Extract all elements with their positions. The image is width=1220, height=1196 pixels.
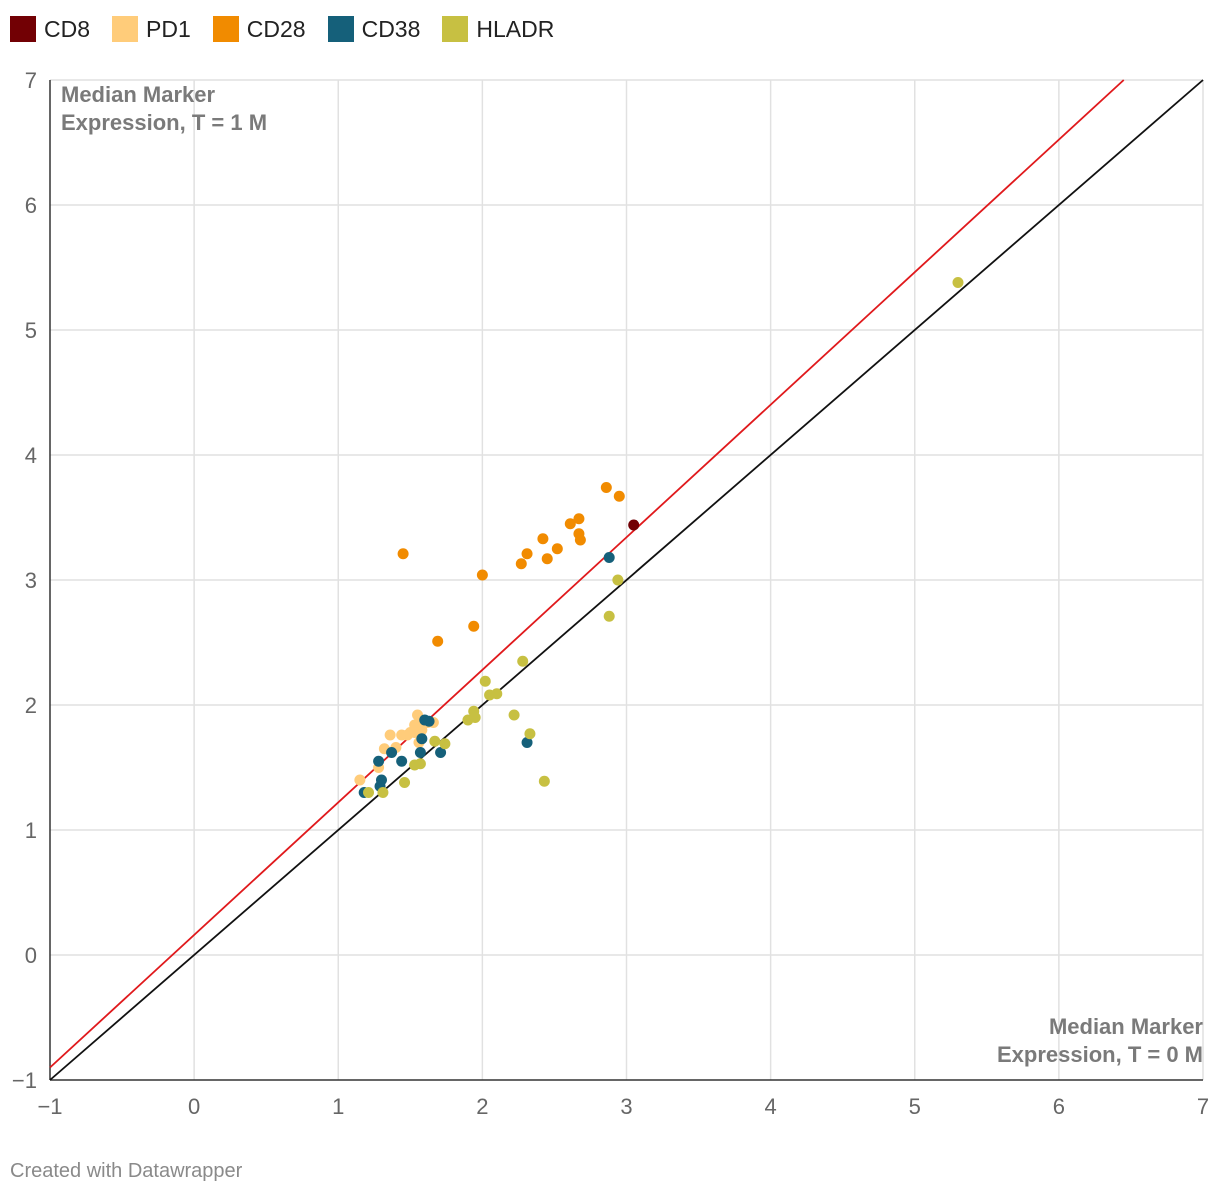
data-point-cd28[interactable] [541,553,553,565]
data-point-cd28[interactable] [574,534,586,546]
x-tick-label: 6 [1053,1094,1065,1119]
data-point-cd28[interactable] [476,569,488,581]
data-point-hladr[interactable] [479,675,491,687]
data-point-hladr[interactable] [377,787,389,798]
data-point-hladr[interactable] [399,777,411,788]
data-point-hladr[interactable] [469,712,481,723]
legend-swatch-cd28 [212,16,239,42]
data-point-cd38[interactable] [521,737,533,748]
data-point-cd28[interactable] [515,558,527,570]
data-point-hladr[interactable] [524,728,536,740]
x-tick-label: 5 [909,1094,921,1119]
annotation-top-left-line2: Expression, T = 1 M [61,110,267,135]
data-point-cd28[interactable] [397,548,409,560]
legend-swatch-hladr [442,16,469,42]
annotation-top-left-line1: Median Marker [61,82,215,107]
data-point-cd8[interactable] [628,519,640,531]
legend-label-pd1: PD1 [146,15,191,42]
x-tick-label: 2 [476,1094,488,1119]
data-point-cd38[interactable] [373,755,385,767]
legend-item-cd28[interactable]: CD28 [212,15,306,43]
legend-item-hladr[interactable]: HLADR [442,16,554,43]
data-point-cd38[interactable] [414,747,426,758]
reference-lines [49,79,1204,1081]
data-point-cd28[interactable] [564,518,576,530]
data-point-pd1[interactable] [416,724,428,736]
data-point-cd28[interactable] [600,482,612,493]
data-point-hladr[interactable] [952,277,964,288]
footer-credit: Created with Datawrapper [10,1160,243,1182]
data-point-hladr[interactable] [538,775,550,787]
data-point-hladr[interactable] [612,574,624,586]
legend-item-cd8[interactable]: CD8 [10,16,90,43]
data-point-hladr[interactable] [517,655,529,667]
scatter-plot: −1 0 1 2 3 4 5 6 7 −1 0 1 2 3 4 5 6 7 Median Marker Expre… [12,68,1209,1119]
data-point-cd28[interactable] [432,635,444,647]
x-tick-label: 7 [1197,1094,1209,1119]
data-point-cd28[interactable] [521,548,533,560]
x-tick-label: 4 [765,1094,777,1119]
x-tick-label: 3 [620,1094,632,1119]
y-tick-label: 3 [25,568,37,593]
data-point-hladr[interactable] [603,610,615,622]
legend-swatch-cd8 [10,16,36,42]
annotation-bottom-right-line2: Expression, T = 0 M [997,1042,1203,1067]
y-tick-label: 6 [25,193,37,218]
y-tick-label: 7 [25,68,37,93]
data-point-cd28[interactable] [613,490,625,502]
data-point-cd28[interactable] [537,533,549,545]
legend-label-cd38: CD38 [361,15,421,42]
y-tick-label: 4 [25,443,37,468]
data-point-pd1[interactable] [354,774,366,786]
legend-label-hladr: HLADR [476,15,555,42]
data-point-cd38[interactable] [396,755,408,767]
legend-swatch-cd38 [327,16,354,42]
data-point-cd28[interactable] [468,620,480,632]
y-tick-label: −1 [12,1068,37,1093]
annotation-bottom-right-line1: Median Marker [1049,1014,1203,1039]
legend-item-cd38[interactable]: CD38 [327,15,421,43]
tick-labels: −1 0 1 2 3 4 5 6 7 −1 0 1 2 3 4 5 6 7 [12,68,1209,1119]
data-point-cd38[interactable] [423,715,435,727]
reference-line-trend [49,79,1125,1069]
x-tick-label: −1 [37,1094,62,1119]
data-point-hladr[interactable] [363,787,375,798]
y-tick-label: 2 [25,693,37,718]
x-tick-label: 1 [332,1094,344,1119]
data-point-hladr[interactable] [429,735,441,747]
data-point-hladr[interactable] [508,709,520,721]
data-point-hladr[interactable] [491,688,503,700]
legend-item-pd1[interactable]: PD1 [112,16,191,43]
data-point-cd38[interactable] [435,747,447,758]
y-tick-label: 5 [25,318,37,343]
data-point-hladr[interactable] [439,738,451,750]
axis-layer [49,80,1203,1081]
y-tick-label: 1 [25,818,37,843]
chart-legend: CD8 PD1 CD28 CD38 HLADR [10,12,576,46]
data-point-cd38[interactable] [386,747,398,758]
data-points [354,277,964,798]
legend-label-cd8: CD8 [44,15,91,42]
data-point-cd38[interactable] [375,774,387,786]
data-point-pd1[interactable] [384,729,396,741]
x-tick-label: 0 [188,1094,200,1119]
data-point-cd38[interactable] [603,552,615,563]
data-point-cd28[interactable] [573,513,585,525]
y-tick-label: 0 [25,943,37,968]
legend-swatch-pd1 [112,16,139,42]
data-point-cd38[interactable] [416,733,428,745]
reference-line-identity [49,79,1204,1081]
data-point-hladr[interactable] [414,758,426,770]
legend-label-cd28: CD28 [246,15,306,42]
data-point-cd28[interactable] [551,543,563,555]
